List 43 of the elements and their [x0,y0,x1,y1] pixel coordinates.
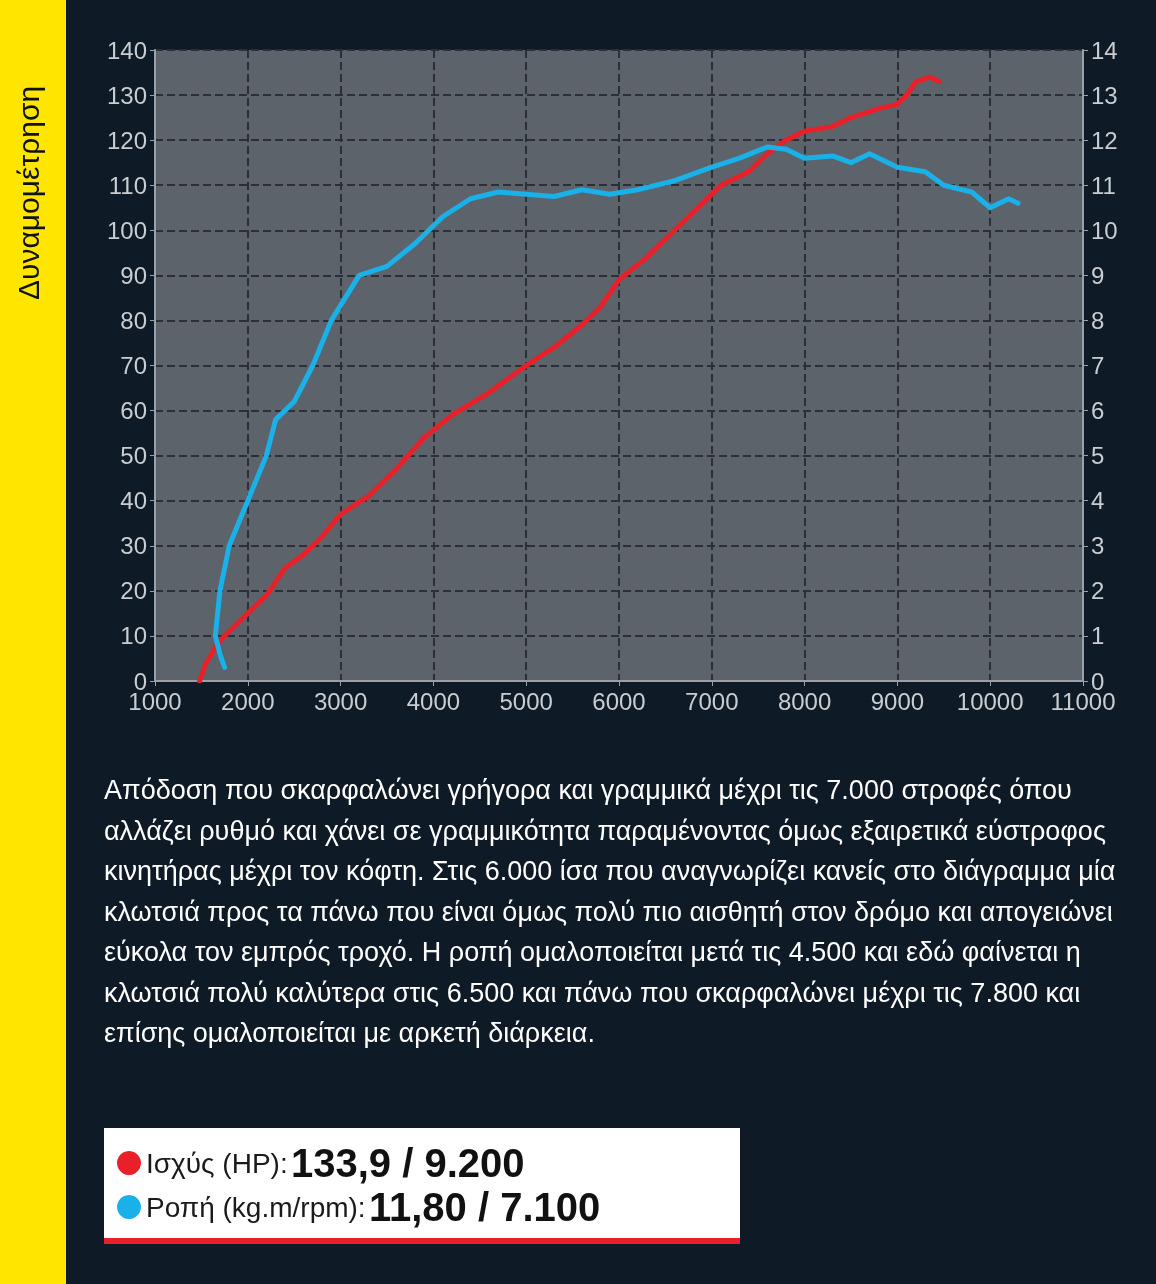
y-tick-label: 70 [120,352,147,379]
text: Απόδοση που σκαρφαλώνει γρήγορα και γραμμικά μέχρι τις 7.000 στροφές όπου αλλάζει ρυθμό και χάνει σε γραμμικότητα παραμένοντας όμως εξαιρετικά εύστροφος κινητήρας μέχρι τον κόφτη. Στις 6.000 ίσα που αναγνωρίζει κανείς στο διάγραμμα μία κλωτσιά προς τα πάνω που είναι όμως πολύ πιο αισθητή στον δρόμο και απογειώνει εύκολα τον εμπρός τροχό. Η ροπή ομαλοποιείται μετά τις 4.500 και εδώ φαίνεται η κλωτσιά πολύ καλύτερα στις 6.500 και πάνω που σκαρφαλώνει μέχρι τις 7.800 και επίσης ομαλοποιείται με αρκετή διάρκεια. [104,774,1117,1050]
y2-tick-label: 5 [1091,442,1105,470]
y2-tick-label: 14 [1091,36,1118,64]
x-tick-label: 6000 [592,687,646,715]
y-tick-label: 60 [120,397,147,425]
y-tick-label: 90 [120,261,147,289]
y-tick-label: 20 [120,577,147,605]
y-tick-label: 50 [120,442,147,470]
x-tick-label: 4000 [406,687,461,715]
y-tick-label: 30 [120,532,147,560]
y2-tick-label: 8 [1091,306,1105,334]
text: Δυναμομέτρηση [12,84,46,300]
x-tick-label: 8000 [777,687,832,715]
y2-tick-label: 6 [1091,397,1105,425]
y-tick-label: 120 [106,126,147,154]
x-tick-label: 3000 [313,687,368,715]
x-tick-label: 5000 [499,687,553,715]
y-tick-label: 100 [106,216,147,244]
y2-tick-label: 2 [1091,577,1105,605]
x-tick-label: 9000 [870,687,925,715]
y2-tick-label: 13 [1091,81,1118,109]
y-tick-label: 130 [106,81,147,109]
y-tick-label: 80 [120,306,147,334]
y2-tick-label: 3 [1091,532,1105,560]
y2-tick-label: 12 [1091,126,1118,154]
y-tick-label: 10 [120,622,147,650]
legend-label: Ισχύς (HP): [146,1147,288,1179]
y-tick-label: 140 [106,36,147,64]
x-tick-label: 2000 [221,687,275,715]
text: 11,80 / 7.100 [368,1185,601,1229]
text: 133,9 / 9.200 [291,1141,525,1185]
x-tick-label: 10000 [956,687,1024,715]
y-tick-label: 40 [120,487,147,515]
y2-tick-label: 10 [1091,216,1118,244]
y2-tick-label: 7 [1091,352,1105,379]
y-tick-label: 110 [108,171,147,199]
y2-tick-label: 11 [1091,171,1116,199]
y2-tick-label: 9 [1091,261,1105,289]
legend-label: Ροπή (kg.m/rpm): [146,1191,366,1223]
x-tick-label: 7000 [685,687,739,715]
y2-tick-label: 4 [1091,487,1105,515]
y2-tick-label: 1 [1091,622,1105,650]
